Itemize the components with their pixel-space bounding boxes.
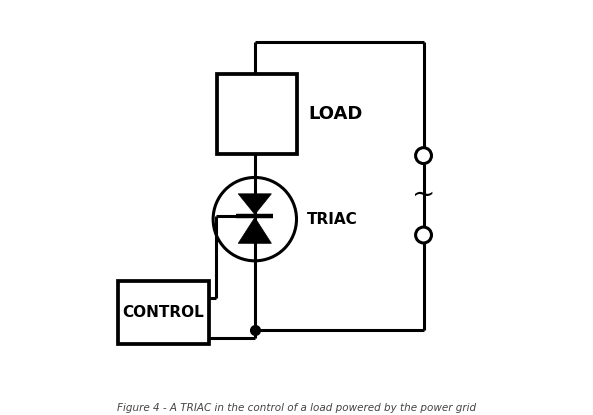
- Text: Figure 4 - A TRIAC in the control of a load powered by the power grid: Figure 4 - A TRIAC in the control of a l…: [117, 403, 476, 413]
- Text: CONTROL: CONTROL: [123, 305, 205, 320]
- Bar: [217, 74, 296, 154]
- Text: LOAD: LOAD: [308, 105, 363, 123]
- Bar: [118, 281, 209, 344]
- Text: TRIAC: TRIAC: [307, 212, 357, 227]
- Polygon shape: [238, 217, 272, 243]
- Text: ~: ~: [412, 182, 435, 209]
- Polygon shape: [238, 194, 272, 215]
